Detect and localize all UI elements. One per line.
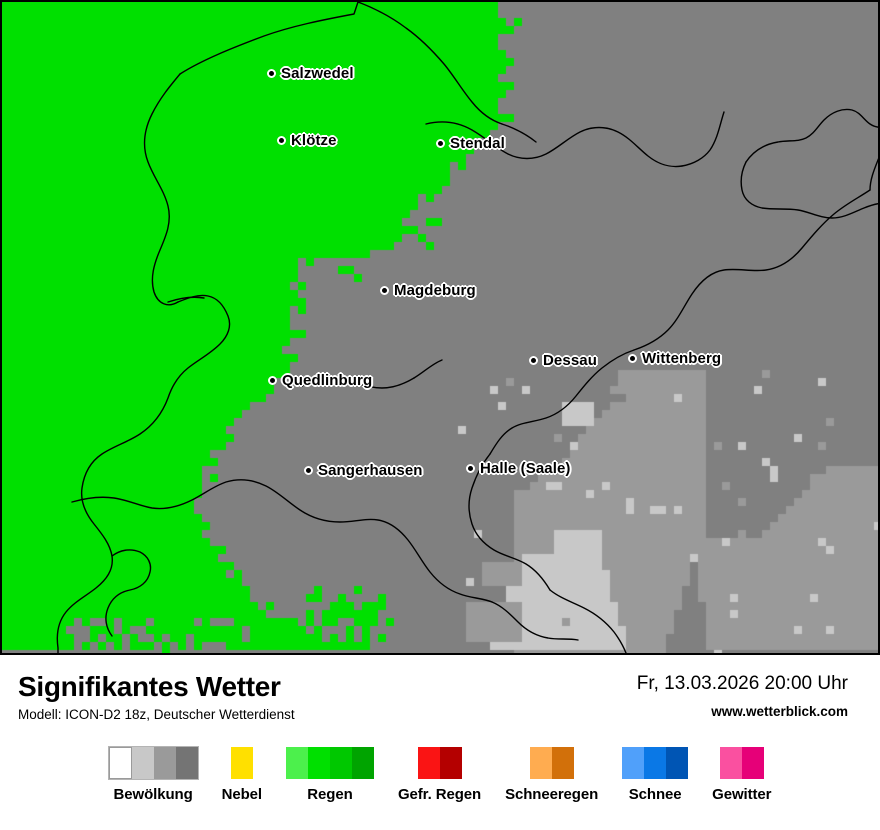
legend-swatch-row: [719, 747, 764, 779]
city-label: Klötze: [291, 132, 337, 149]
administrative-border: [549, 589, 627, 653]
legend-group-schneeregen: Schneeregen: [505, 747, 598, 803]
administrative-border: [869, 158, 878, 191]
legend-swatch-row: [107, 746, 199, 780]
administrative-border: [143, 73, 181, 306]
administrative-border: [301, 377, 415, 389]
forecast-timestamp: Fr, 13.03.2026 20:00 Uhr: [636, 673, 848, 694]
meta-block: Fr, 13.03.2026 20:00 Uhr www.wetterblick…: [637, 673, 848, 719]
city-label: Dessau: [543, 352, 597, 369]
map-border-overlay: [56, 2, 878, 653]
city-dot-icon: [529, 356, 538, 365]
city-label: Stendal: [450, 135, 505, 152]
city-dot-icon: [268, 376, 277, 385]
legend-group-schnee: Schnee: [622, 747, 689, 803]
city-dot-icon: [277, 136, 286, 145]
city-dot-icon: [466, 464, 475, 473]
footer-panel: Signifikantes Wetter Modell: ICON-D2 18z…: [0, 655, 880, 830]
legend-swatch: [741, 747, 764, 779]
city-label: Halle (Saale): [480, 460, 571, 477]
administrative-border: [179, 2, 359, 75]
weather-raster-layer: [2, 2, 878, 653]
city-marker-magdeburg[interactable]: Magdeburg: [380, 282, 476, 299]
legend-group-gewitter: Gewitter: [712, 747, 771, 803]
legend-label: Schnee: [628, 786, 682, 803]
legend-swatch: [230, 747, 253, 779]
city-label: Salzwedel: [281, 65, 354, 82]
legend-swatch: [153, 747, 176, 779]
city-marker-wittenberg[interactable]: Wittenberg: [628, 350, 721, 367]
legend-group-nebel: Nebel: [222, 747, 262, 803]
legend-swatch: [329, 747, 352, 779]
legend-swatch-row: [622, 747, 689, 779]
city-dot-icon: [628, 354, 637, 363]
administrative-border: [425, 121, 683, 168]
city-marker-dessau[interactable]: Dessau: [529, 352, 597, 369]
administrative-border: [56, 294, 231, 653]
city-label: Quedlinburg: [282, 372, 373, 389]
legend-swatch: [719, 747, 742, 779]
administrative-border: [71, 479, 493, 603]
legend-group-gefr-regen: Gefr. Regen: [398, 747, 481, 803]
administrative-border: [633, 189, 871, 351]
legend-swatch-row: [417, 747, 462, 779]
legend-swatch: [351, 747, 374, 779]
map-panel[interactable]: Salzwedel Klötze Stendal Magdeburg Dessau Wit…: [0, 0, 880, 655]
legend-swatch: [108, 747, 132, 779]
city-label: Sangerhausen: [318, 462, 423, 479]
legend-group-bew-lkung: Bewölkung: [107, 746, 199, 803]
legend-swatch: [307, 747, 330, 779]
city-dot-icon: [380, 286, 389, 295]
model-subtitle: Modell: ICON-D2 18z, Deutscher Wetterdie…: [18, 707, 295, 722]
legend-swatch: [417, 747, 440, 779]
administrative-border: [105, 549, 152, 637]
administrative-border: [740, 161, 878, 219]
administrative-border: [489, 349, 635, 455]
city-marker-salzwedel[interactable]: Salzwedel: [267, 65, 354, 82]
legend-swatch-row: [529, 747, 574, 779]
legend-label: Gefr. Regen: [397, 786, 482, 803]
administrative-border: [357, 2, 503, 125]
legend-label: Schneeregen: [505, 786, 599, 803]
city-dot-icon: [267, 69, 276, 78]
administrative-border: [681, 111, 725, 167]
legend-swatch-row: [230, 747, 253, 779]
administrative-border: [491, 601, 579, 641]
title-block: Signifikantes Wetter Modell: ICON-D2 18z…: [18, 671, 295, 722]
legend-swatch: [131, 747, 154, 779]
administrative-border: [745, 108, 878, 163]
city-marker-halle-saale[interactable]: Halle (Saale): [466, 460, 571, 477]
legend-swatch: [551, 747, 574, 779]
legend-swatch: [285, 747, 308, 779]
legend-swatch-row: [285, 747, 374, 779]
legend: Bewölkung Nebel Regen Gefr. Regen Schneerege…: [0, 746, 880, 803]
legend-label: Bewölkung: [113, 786, 193, 803]
city-label: Wittenberg: [642, 350, 722, 367]
city-marker-quedlinburg[interactable]: Quedlinburg: [268, 372, 372, 389]
page-title: Signifikantes Wetter: [18, 671, 281, 702]
legend-swatch: [439, 747, 462, 779]
legend-label: Gewitter: [712, 786, 772, 803]
city-marker-kl-tze[interactable]: Klötze: [277, 132, 337, 149]
city-dot-icon: [436, 139, 445, 148]
legend-label: Nebel: [221, 786, 262, 803]
city-dot-icon: [304, 466, 313, 475]
legend-group-regen: Regen: [285, 747, 374, 803]
legend-swatch: [622, 747, 645, 779]
legend-swatch: [529, 747, 552, 779]
website-link[interactable]: www.wetterblick.com: [711, 704, 848, 719]
legend-swatch: [644, 747, 667, 779]
administrative-border: [167, 296, 205, 303]
city-label: Magdeburg: [394, 282, 476, 299]
city-marker-sangerhausen[interactable]: Sangerhausen: [304, 462, 423, 479]
city-marker-stendal[interactable]: Stendal: [436, 135, 505, 152]
legend-label: Regen: [307, 786, 353, 803]
administrative-border: [501, 123, 537, 143]
legend-swatch: [175, 747, 198, 779]
administrative-border: [468, 453, 551, 591]
administrative-border: [413, 359, 443, 379]
legend-swatch: [666, 747, 689, 779]
